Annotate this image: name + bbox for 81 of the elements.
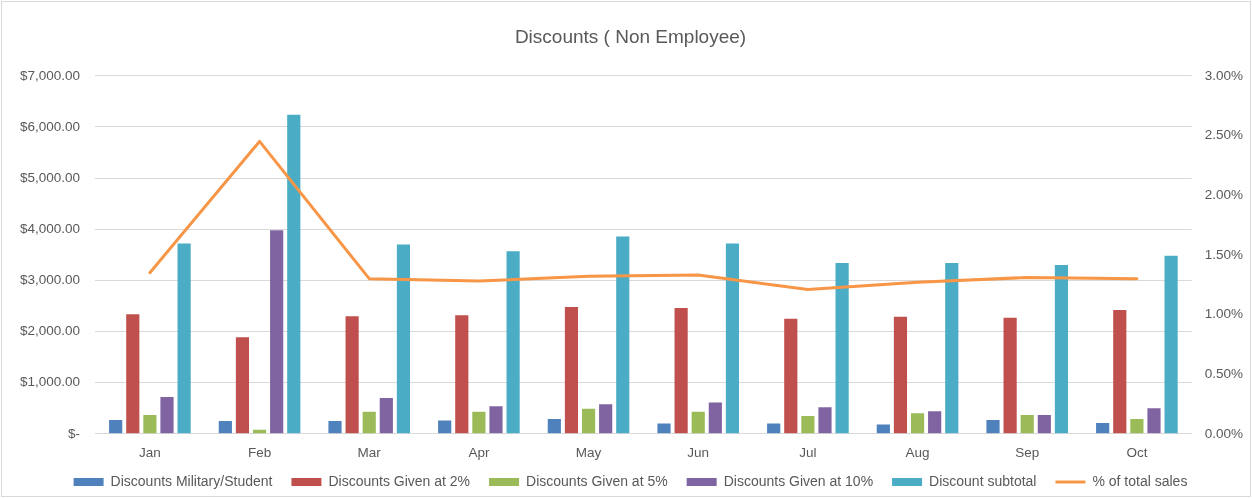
x-tick-label: Jan <box>139 444 161 460</box>
bar <box>379 398 393 434</box>
bar <box>1130 418 1144 434</box>
bar <box>455 315 469 434</box>
y2-tick-label: 2.50% <box>1204 127 1243 143</box>
bar <box>270 230 284 434</box>
legend-label: % of total sales <box>1092 472 1188 489</box>
bar <box>876 424 890 434</box>
bar <box>126 314 140 434</box>
bar <box>616 236 630 434</box>
bar <box>784 318 798 434</box>
bar <box>986 419 1000 434</box>
y2-tick-label: 0.00% <box>1204 425 1243 441</box>
bar <box>691 411 705 434</box>
legend-label: Discounts Given at 10% <box>723 472 874 489</box>
bar <box>287 114 301 434</box>
y2-tick-label: 0.50% <box>1204 365 1243 381</box>
x-tick-label: Mar <box>357 444 382 460</box>
bar <box>657 423 671 434</box>
y-tick-label: $1,000.00 <box>20 374 81 390</box>
bar <box>143 414 157 434</box>
y-tick-label: $3,000.00 <box>20 272 81 288</box>
x-tick-label: Apr <box>468 444 490 460</box>
bar <box>547 418 561 434</box>
bar <box>1147 408 1161 434</box>
y2-tick-label: 2.00% <box>1204 186 1243 202</box>
bar <box>599 404 613 434</box>
x-tick-label: Oct <box>1126 444 1148 460</box>
bar <box>438 420 452 434</box>
y-tick-label: $- <box>68 425 81 441</box>
bar <box>893 316 908 434</box>
bar <box>1096 423 1110 434</box>
bar <box>218 421 232 434</box>
x-tick-label: Feb <box>247 444 272 460</box>
bar <box>177 243 191 434</box>
y2-tick-label: 3.00% <box>1204 67 1243 83</box>
bar <box>818 407 832 434</box>
legend-label: Discount subtotal <box>929 472 1037 489</box>
legend-label: Discounts Given at 5% <box>526 472 668 489</box>
bar <box>328 421 342 434</box>
bar <box>708 402 722 434</box>
bar <box>506 251 520 434</box>
bar <box>945 262 959 434</box>
y-tick-label: $5,000.00 <box>20 169 81 185</box>
bar <box>1054 265 1069 434</box>
bar <box>801 415 815 434</box>
bar <box>581 408 596 434</box>
x-tick-label: Jun <box>687 444 710 460</box>
bar <box>928 411 942 434</box>
bar <box>1020 414 1034 434</box>
bar <box>767 423 781 434</box>
legend-label: Discounts Military/Student <box>110 472 273 489</box>
y-tick-label: $2,000.00 <box>20 323 81 339</box>
bar <box>472 411 486 434</box>
bar <box>160 396 174 434</box>
x-tick-label: Aug <box>905 444 930 460</box>
y2-tick-label: 1.00% <box>1204 306 1243 322</box>
bar <box>1003 317 1017 434</box>
bar <box>1113 310 1127 434</box>
bar <box>835 262 849 434</box>
y-tick-label: $7,000.00 <box>20 67 81 83</box>
y-tick-label: $6,000.00 <box>20 118 81 134</box>
bar <box>564 306 579 434</box>
bar <box>725 243 740 434</box>
bar <box>362 411 376 434</box>
y-tick-label: $4,000.00 <box>20 220 81 236</box>
bar <box>1164 255 1178 434</box>
bar <box>1037 414 1051 434</box>
chart-title: Discounts ( Non Employee) <box>514 25 747 47</box>
x-tick-label: May <box>575 444 602 460</box>
bar <box>910 413 925 434</box>
bar <box>489 406 503 434</box>
bar <box>345 316 359 434</box>
bar <box>674 307 688 434</box>
bar <box>396 244 411 434</box>
x-tick-label: Jul <box>799 444 817 460</box>
bar <box>235 337 250 434</box>
legend-label: Discounts Given at 2% <box>328 472 471 489</box>
y2-tick-label: 1.50% <box>1204 246 1243 262</box>
bar <box>109 419 123 434</box>
x-tick-label: Sep <box>1015 444 1040 460</box>
